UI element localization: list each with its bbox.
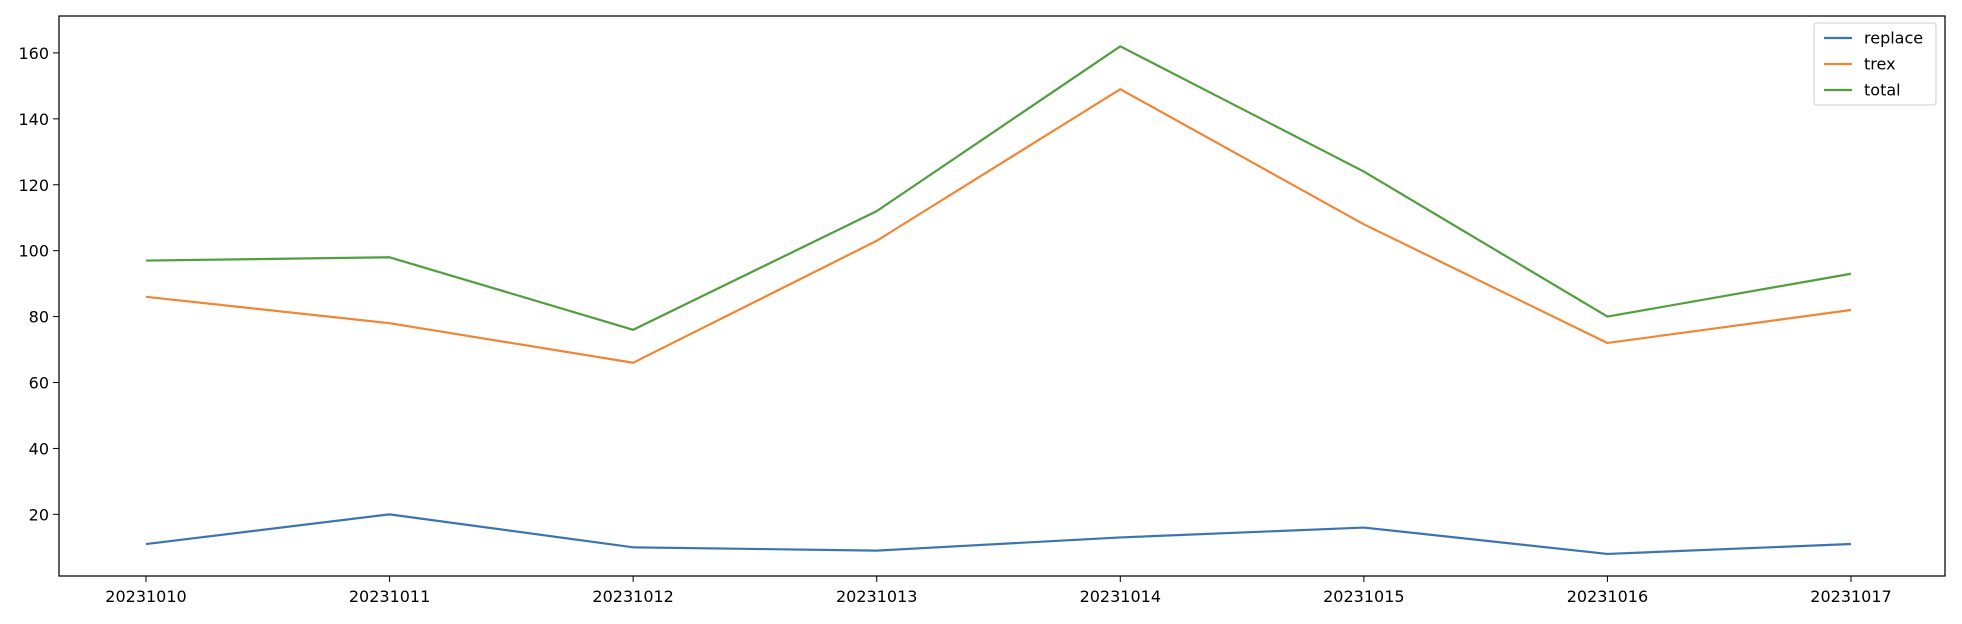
x-tick-label: 20231015: [1323, 587, 1404, 606]
y-tick-label: 80: [29, 308, 49, 327]
legend-label-replace: replace: [1864, 29, 1923, 48]
y-tick-label: 20: [29, 505, 49, 524]
legend: replace trex total: [1813, 22, 1937, 106]
x-tick-label: 20231016: [1567, 587, 1648, 606]
legend-label-total: total: [1864, 81, 1901, 100]
x-axis: 20231010 20231011 20231012 20231013 20231014…: [105, 576, 1892, 606]
x-tick-label: 20231010: [105, 587, 186, 606]
legend-label-trex: trex: [1864, 55, 1896, 74]
plot-frame: [58, 15, 1946, 577]
y-tick-label: 40: [29, 439, 49, 458]
series-layer: [145, 45, 1852, 556]
legend-box: [1813, 22, 1937, 106]
x-tick-label: 20231012: [592, 587, 673, 606]
x-tick-label: 20231013: [836, 587, 917, 606]
y-axis: 20 40 60 80 100 120 140 160: [18, 44, 59, 524]
x-tick-label: 20231014: [1080, 587, 1161, 606]
series-line-total: [145, 45, 1852, 331]
y-tick-label: 140: [18, 110, 49, 129]
y-tick-label: 60: [29, 374, 49, 393]
y-tick-label: 100: [18, 242, 49, 261]
x-tick-label: 20231011: [349, 587, 430, 606]
series-line-replace: [145, 513, 1852, 556]
y-tick-label: 120: [18, 176, 49, 195]
y-tick-label: 160: [18, 44, 49, 63]
series-line-trex: [145, 88, 1852, 364]
x-tick-label: 20231017: [1810, 587, 1891, 606]
